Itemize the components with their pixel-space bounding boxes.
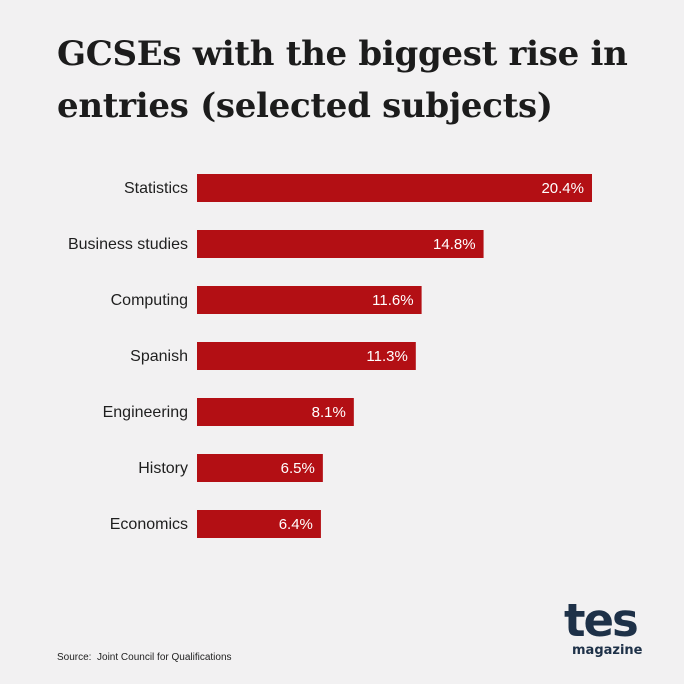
value-label: 6.5% (281, 460, 315, 477)
category-label: History (138, 460, 188, 477)
bar-history (197, 454, 323, 482)
value-label: 6.4% (279, 516, 313, 533)
category-label: Economics (110, 516, 188, 533)
value-label: 20.4% (541, 180, 584, 197)
bar-engineering (197, 398, 354, 426)
value-label: 14.8% (433, 236, 476, 253)
bar-chart: Statistics 20.4% Business studies 14.8% Comp… (68, 174, 592, 538)
bar-spanish (197, 342, 416, 370)
bar-statistics (197, 174, 592, 202)
source-note: Source: Joint Council for Qualifications (57, 652, 232, 663)
category-label: Statistics (124, 180, 188, 197)
logo-subtitle: magazine (572, 643, 643, 658)
category-label: Spanish (130, 348, 188, 365)
tes-magazine-logo: tes magazine (558, 598, 648, 664)
bar-economics (197, 510, 321, 538)
logo-wordmark: tes (564, 594, 639, 647)
category-label: Engineering (103, 404, 188, 421)
category-label: Business studies (68, 236, 188, 253)
bar-computing (197, 286, 422, 314)
value-label: 11.3% (366, 348, 407, 365)
category-label: Computing (111, 292, 188, 309)
chart-title: GCSEs with the biggest rise in entries (… (57, 34, 628, 126)
value-label: 11.6% (372, 292, 413, 309)
bar-business-studies (197, 230, 484, 258)
value-label: 8.1% (312, 404, 346, 421)
